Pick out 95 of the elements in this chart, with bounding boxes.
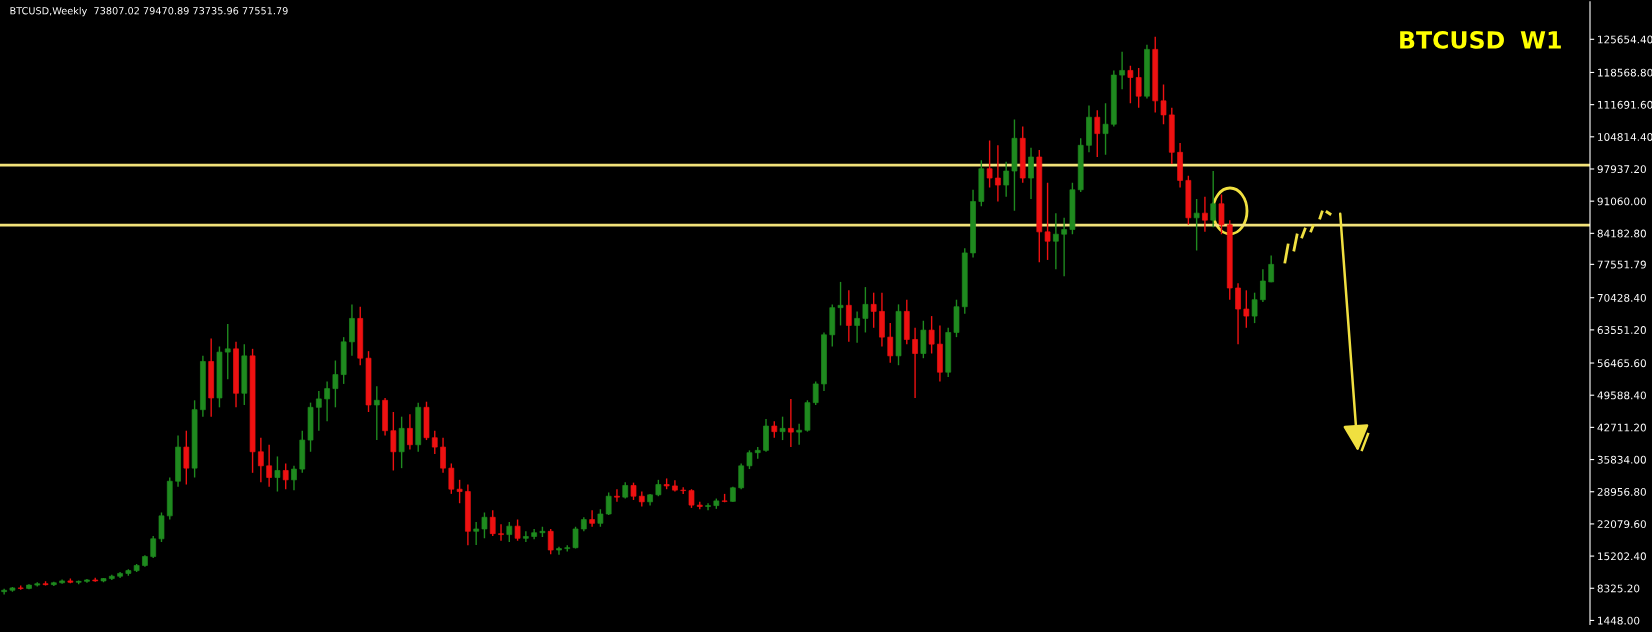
candlestick	[796, 422, 802, 446]
candlestick	[1193, 198, 1200, 252]
candlestick	[556, 546, 562, 556]
candlestick	[448, 462, 455, 495]
candlestick	[738, 462, 745, 490]
candlestick	[407, 413, 413, 451]
y-tick-label: 84182.80	[1597, 229, 1646, 238]
candlestick	[779, 415, 786, 441]
y-tick-label: 35834.00	[1597, 455, 1646, 464]
candlestick	[1160, 83, 1167, 125]
candlestick	[150, 535, 157, 559]
candlestick	[995, 144, 1001, 203]
candlestick	[845, 289, 852, 343]
candlestick	[928, 315, 935, 355]
candlestick	[788, 398, 794, 448]
candlestick	[837, 281, 844, 327]
candlestick	[572, 525, 579, 550]
y-tick-label: 1448.00	[1598, 616, 1640, 625]
candlestick	[1044, 182, 1051, 261]
y-tick-label: 42711.20	[1597, 423, 1646, 432]
candlestick	[1119, 51, 1125, 90]
candlestick	[1135, 67, 1142, 109]
candlestick	[870, 291, 877, 329]
y-tick-label: 49588.40	[1597, 391, 1646, 400]
candlestick	[473, 521, 480, 546]
candlestick	[854, 310, 860, 344]
y-tick-label: 63551.20	[1597, 326, 1646, 334]
candlestick	[705, 502, 711, 511]
candlestick	[523, 530, 529, 543]
y-tick-label: 91060.00	[1597, 197, 1646, 206]
annotation: W1	[1520, 31, 1561, 49]
y-tick-label: 15202.40	[1598, 552, 1646, 561]
candlestick	[589, 509, 595, 528]
y-tick-label: 70428.40	[1597, 293, 1646, 302]
candlestick	[324, 380, 330, 423]
candlestick	[812, 380, 819, 406]
chart-title: BTCUSD,Weekly 73807.02 79470.89 73735.96 77551.79	[10, 6, 288, 17]
y-tick-label: 118568.80	[1598, 68, 1652, 77]
candlestick	[390, 411, 397, 472]
candlestick	[489, 509, 496, 537]
candlestick	[440, 437, 446, 474]
y-tick-label: 104814.40	[1598, 133, 1652, 141]
candlestick	[547, 528, 554, 555]
candlestick	[498, 523, 504, 542]
candlestick	[315, 390, 322, 432]
candlestick	[1127, 65, 1134, 104]
candlestick	[1251, 291, 1258, 324]
candlestick	[282, 462, 289, 490]
candlestick	[1028, 146, 1034, 200]
candlestick	[456, 479, 463, 504]
candlestick	[224, 323, 231, 380]
candlestick	[1210, 170, 1217, 228]
y-tick-label: 97937.20	[1597, 165, 1646, 174]
candlestick	[291, 465, 297, 491]
y-tick-label: 28956.80	[1597, 487, 1646, 496]
candlestick	[274, 455, 281, 493]
y-tick-label: 125654.40	[1598, 35, 1652, 44]
candlestick	[614, 488, 620, 503]
candlestick	[887, 322, 894, 364]
candlestick	[1260, 268, 1266, 303]
candlestick	[920, 320, 927, 359]
candlestick	[1243, 289, 1250, 329]
candlestick	[605, 491, 612, 516]
candlestick	[1202, 196, 1208, 233]
candlestick	[1061, 217, 1067, 278]
y-tick-label: 22079.60	[1597, 520, 1646, 529]
candlestick	[1053, 212, 1059, 270]
candlestick	[258, 437, 264, 483]
candlestick	[506, 521, 513, 543]
y-tick-label: 111691.60	[1598, 100, 1652, 109]
candlestick	[1094, 109, 1101, 158]
candlestick	[1218, 193, 1225, 235]
candlestick	[746, 449, 753, 470]
candlestick	[514, 518, 521, 542]
candlestick	[1268, 254, 1275, 283]
annotation: BTCUSD	[1400, 30, 1504, 49]
candlestick	[481, 511, 488, 540]
candlestick	[1102, 102, 1109, 156]
candlestick	[1235, 282, 1241, 345]
candlestick	[986, 139, 993, 189]
candlestick	[431, 430, 438, 455]
candlestick	[688, 488, 695, 509]
y-tick-label: 8325.20	[1597, 584, 1640, 593]
candlestick	[862, 286, 869, 334]
candlestick	[183, 430, 190, 486]
candlestick	[158, 511, 165, 543]
candlestick	[398, 415, 405, 469]
candlestick	[266, 444, 272, 488]
candlestick	[912, 327, 918, 399]
candlestick	[332, 359, 339, 409]
candlestick	[1003, 160, 1010, 198]
candlestick	[349, 303, 355, 357]
y-tick-label: 77551.79	[1597, 260, 1646, 269]
y-tick-label: 56465.60	[1597, 359, 1646, 368]
candlestick	[373, 385, 380, 441]
